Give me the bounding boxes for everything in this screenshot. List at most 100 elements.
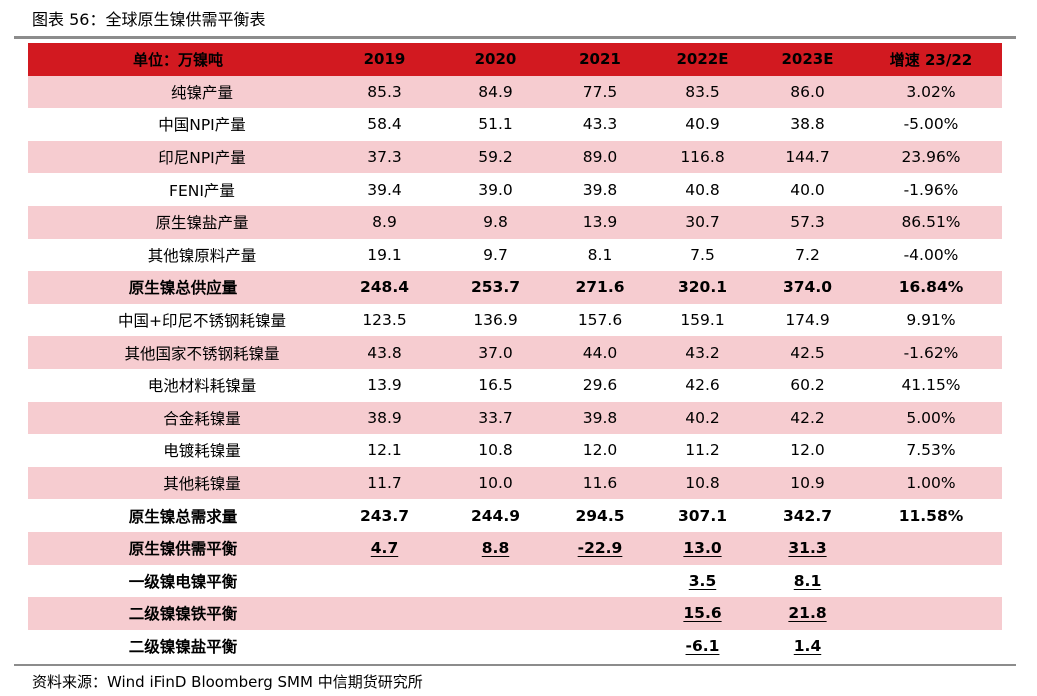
table-row: 印尼NPI产量 37.3 59.2 89.0 116.8 144.7 23.96%	[28, 140, 1002, 174]
row-label: 原生镍盐产量	[28, 205, 328, 239]
balance-value: 8.1	[793, 571, 822, 590]
balance-value: 1.4	[793, 636, 822, 655]
cell-value: 39.0	[441, 173, 550, 206]
table-row: 原生镍总供应量 248.4 253.7 271.6 320.1 374.0 16.84%	[28, 271, 1002, 304]
cell-value: 43.3	[550, 108, 650, 141]
cell-value: 39.4	[328, 173, 441, 206]
cell-value: 84.9	[441, 75, 550, 109]
cell-value: 83.5	[650, 75, 755, 109]
cell-value: 37.3	[328, 140, 441, 174]
cell-value: 243.7	[328, 499, 441, 532]
cell-value: 248.4	[328, 271, 441, 304]
cell-value: 58.4	[328, 108, 441, 141]
balance-table: 单位：万镍吨 2019 2020 2021 2022E 2023E 增速 23/…	[28, 43, 1002, 663]
table-row: 一级镍电镍平衡 3.5 8.1	[28, 564, 1002, 598]
cell-value: 8.1	[755, 564, 860, 598]
table-row: 其他国家不锈钢耗镍量 43.8 37.0 44.0 43.2 42.5 -1.62%	[28, 336, 1002, 369]
table-row: 中国NPI产量 58.4 51.1 43.3 40.9 38.8 -5.00%	[28, 108, 1002, 141]
table-row: 其他耗镍量 11.7 10.0 11.6 10.8 10.9 1.00%	[28, 466, 1002, 500]
cell-value: -4.00%	[860, 238, 1002, 272]
cell-value: 7.5	[650, 238, 755, 272]
cell-value: -6.1	[650, 629, 755, 663]
cell-value: 39.8	[550, 173, 650, 206]
balance-value: 13.0	[683, 539, 722, 558]
cell-value: 57.3	[755, 205, 860, 239]
cell-value: 86.51%	[860, 205, 1002, 239]
cell-value: -1.62%	[860, 336, 1002, 369]
cell-value: 1.00%	[860, 466, 1002, 500]
cell-value: 7.53%	[860, 434, 1002, 467]
cell-value	[441, 629, 550, 663]
cell-value	[328, 564, 441, 598]
top-rule	[14, 36, 1016, 39]
cell-value	[550, 629, 650, 663]
row-label: 二级镍镍盐平衡	[28, 629, 328, 663]
cell-value: 15.6	[650, 597, 755, 630]
header-2021: 2021	[550, 43, 650, 76]
cell-value: 59.2	[441, 140, 550, 174]
row-label: 原生镍总需求量	[28, 499, 328, 532]
row-label: 原生镍供需平衡	[28, 531, 328, 565]
cell-value: 29.6	[550, 368, 650, 402]
cell-value: 244.9	[441, 499, 550, 532]
balance-value: 21.8	[788, 604, 827, 623]
cell-value: 116.8	[650, 140, 755, 174]
cell-value: 3.02%	[860, 75, 1002, 109]
cell-value: 16.5	[441, 368, 550, 402]
cell-value	[328, 629, 441, 663]
cell-value: 253.7	[441, 271, 550, 304]
header-2022e: 2022E	[650, 43, 755, 76]
cell-value: 144.7	[755, 140, 860, 174]
cell-value: 41.15%	[860, 368, 1002, 402]
cell-value: 89.0	[550, 140, 650, 174]
header-2019: 2019	[328, 43, 441, 76]
cell-value: 39.8	[550, 401, 650, 435]
balance-value: -6.1	[685, 636, 720, 655]
cell-value	[441, 564, 550, 598]
cell-value: 159.1	[650, 303, 755, 337]
cell-value: 294.5	[550, 499, 650, 532]
cell-value: 174.9	[755, 303, 860, 337]
source-note: 资料来源：Wind iFinD Bloomberg SMM 中信期货研究所	[32, 673, 423, 691]
cell-value: 13.9	[328, 368, 441, 402]
cell-value: 123.5	[328, 303, 441, 337]
table-row: 二级镍镍盐平衡 -6.1 1.4	[28, 629, 1002, 663]
table-row: 纯镍产量 85.3 84.9 77.5 83.5 86.0 3.02%	[28, 75, 1002, 109]
table-row: 合金耗镍量 38.9 33.7 39.8 40.2 42.2 5.00%	[28, 401, 1002, 435]
cell-value: 42.2	[755, 401, 860, 435]
balance-value: 4.7	[370, 539, 399, 558]
cell-value: 10.9	[755, 466, 860, 500]
cell-value: 12.0	[755, 434, 860, 467]
cell-value	[860, 564, 1002, 598]
cell-value: 11.2	[650, 434, 755, 467]
balance-value: 3.5	[688, 571, 717, 590]
balance-value: 31.3	[788, 539, 827, 558]
row-label: 其他国家不锈钢耗镍量	[28, 336, 328, 369]
cell-value: 11.6	[550, 466, 650, 500]
bottom-rule	[14, 664, 1016, 666]
cell-value: 42.6	[650, 368, 755, 402]
cell-value: 320.1	[650, 271, 755, 304]
cell-value: 10.0	[441, 466, 550, 500]
balance-value: 15.6	[683, 604, 722, 623]
cell-value: 30.7	[650, 205, 755, 239]
cell-value: 40.9	[650, 108, 755, 141]
cell-value: 7.2	[755, 238, 860, 272]
cell-value: 31.3	[755, 531, 860, 565]
cell-value: 38.9	[328, 401, 441, 435]
cell-value: 43.2	[650, 336, 755, 369]
row-label: 其他镍原料产量	[28, 238, 328, 272]
cell-value: 8.8	[441, 531, 550, 565]
header-2023e: 2023E	[755, 43, 860, 76]
cell-value: 43.8	[328, 336, 441, 369]
cell-value: 37.0	[441, 336, 550, 369]
row-label: 一级镍电镍平衡	[28, 564, 328, 598]
cell-value: 342.7	[755, 499, 860, 532]
table-row: 原生镍总需求量 243.7 244.9 294.5 307.1 342.7 11.58%	[28, 499, 1002, 532]
table-row: 电池材料耗镍量 13.9 16.5 29.6 42.6 60.2 41.15%	[28, 368, 1002, 402]
cell-value: -22.9	[550, 531, 650, 565]
row-label: 电镀耗镍量	[28, 434, 328, 467]
table-row: 二级镍镍铁平衡 15.6 21.8	[28, 597, 1002, 630]
cell-value: 42.5	[755, 336, 860, 369]
header-growth: 增速 23/22	[860, 43, 1002, 76]
